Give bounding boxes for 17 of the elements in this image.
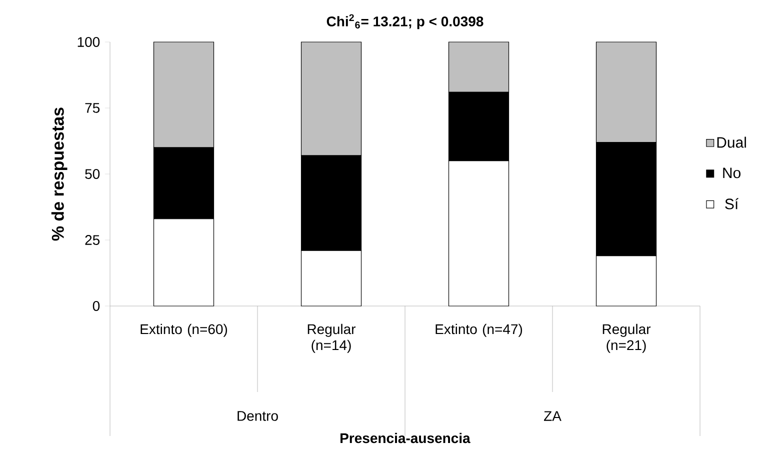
legend-label: Dual: [717, 136, 746, 148]
x-tick-label: Extinto (n=47): [436, 324, 522, 337]
text: ZA: [544, 411, 562, 421]
text: Presencia-ausencia: [340, 432, 470, 444]
text: Dentro: [238, 411, 278, 421]
x-tick-label: Regular (n=14): [308, 324, 356, 353]
y-axis-title: % de respuestas: [51, 108, 68, 241]
x-tick-label: Regular (n=21): [602, 324, 651, 353]
y-tick-label: 75: [85, 103, 100, 113]
y-tick-label: 25: [85, 235, 100, 245]
y-tick-label: 100: [78, 37, 100, 47]
legend-label: Sí: [725, 198, 739, 210]
legend-label: No: [723, 168, 740, 178]
x-tick-label: Extinto (n=60): [140, 324, 228, 337]
y-tick-label: 50: [85, 169, 100, 179]
chart-title: Chi$^{2}$$_{6}$= 13.21; p < 0.0398: [326, 14, 484, 30]
y-tick-label: 0: [92, 301, 100, 311]
